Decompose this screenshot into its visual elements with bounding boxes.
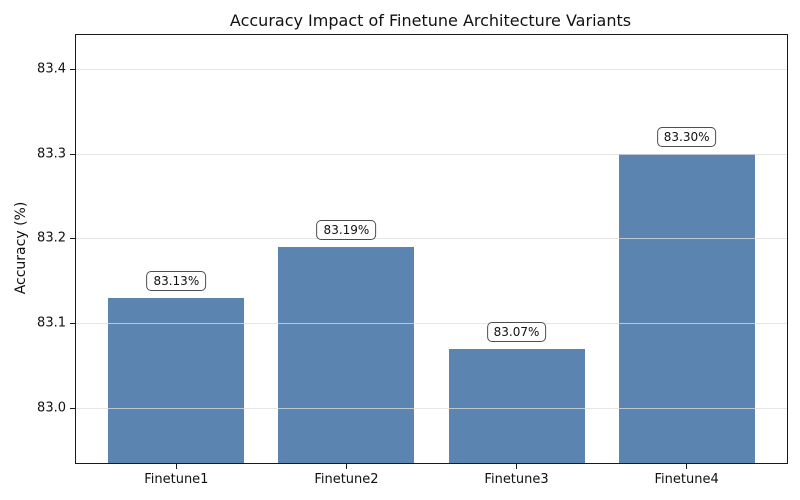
bar-value-label: 83.30% — [656, 126, 717, 147]
y-tick-label: 83.3 — [37, 146, 66, 162]
bar-finetune4 — [618, 153, 755, 463]
y-tick-mark — [70, 323, 75, 325]
bar-finetune1 — [108, 297, 245, 463]
y-axis-label: Accuracy (%) — [13, 201, 29, 295]
y-tick-mark — [70, 238, 75, 240]
y-tick-label: 83.4 — [37, 61, 66, 77]
bar-value-label: 83.13% — [146, 270, 207, 291]
y-tick-mark — [70, 407, 75, 409]
x-tick-mark — [686, 464, 688, 469]
bar-value-label: 83.19% — [316, 219, 377, 240]
bar-value-label: 83.07% — [486, 321, 547, 342]
y-tick-mark — [70, 68, 75, 70]
bar-finetune3 — [448, 348, 585, 463]
x-tick-mark — [175, 464, 177, 469]
chart-title: Accuracy Impact of Finetune Architecture… — [229, 11, 632, 30]
gridline — [76, 68, 787, 70]
bar-finetune2 — [278, 246, 415, 463]
x-tick-label-finetune4: Finetune4 — [654, 472, 719, 487]
y-tick-label: 83.1 — [37, 315, 66, 331]
y-tick-label: 83.0 — [37, 400, 66, 416]
x-tick-mark — [516, 464, 518, 469]
y-tick-mark — [70, 153, 75, 155]
x-tick-label-finetune3: Finetune3 — [484, 472, 549, 487]
plot-area: 83.0 83.1 83.2 83.3 83.4 Finetune1 Finetune2 Fi… — [37, 34, 788, 487]
x-tick-label-finetune2: Finetune2 — [314, 472, 379, 487]
x-tick-mark — [345, 464, 347, 469]
y-tick-label: 83.2 — [37, 230, 66, 246]
x-tick-label-finetune1: Finetune1 — [144, 472, 209, 487]
